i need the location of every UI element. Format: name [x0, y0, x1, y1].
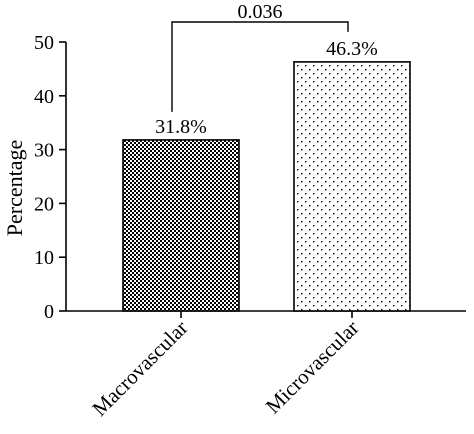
x-category-label: Macrovascular — [87, 316, 192, 421]
category-labels: Macrovascular Microvascular — [87, 311, 364, 421]
bar-macrovascular — [122, 139, 240, 312]
y-tick-label: 0 — [44, 301, 54, 323]
x-category-label: Microvascular — [261, 316, 364, 419]
bar-value-label: 31.8% — [155, 116, 207, 138]
y-axis: 0 10 20 30 40 50 — [34, 32, 67, 323]
significance-bracket-line — [171, 21, 349, 112]
y-tick-label: 20 — [34, 193, 54, 215]
y-tick-label: 10 — [34, 247, 54, 269]
bar-value-labels: 31.8% 46.3% — [155, 38, 378, 138]
y-tick-label: 40 — [34, 86, 54, 108]
p-value-label: 0.036 — [238, 1, 283, 23]
y-tick-label: 50 — [34, 32, 54, 54]
bar-value-label: 46.3% — [326, 38, 378, 60]
y-axis-title: Percentage — [2, 140, 27, 237]
y-ticks: 0 10 20 30 40 50 — [34, 32, 66, 323]
significance-bracket: 0.036 — [171, 1, 349, 112]
y-tick-label: 30 — [34, 140, 54, 162]
bars — [122, 61, 411, 312]
bar-microvascular — [293, 61, 411, 312]
